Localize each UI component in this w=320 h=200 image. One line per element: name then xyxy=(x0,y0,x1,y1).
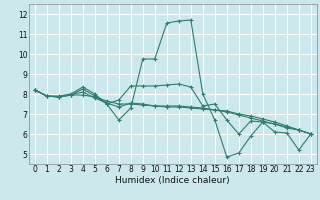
X-axis label: Humidex (Indice chaleur): Humidex (Indice chaleur) xyxy=(116,176,230,185)
